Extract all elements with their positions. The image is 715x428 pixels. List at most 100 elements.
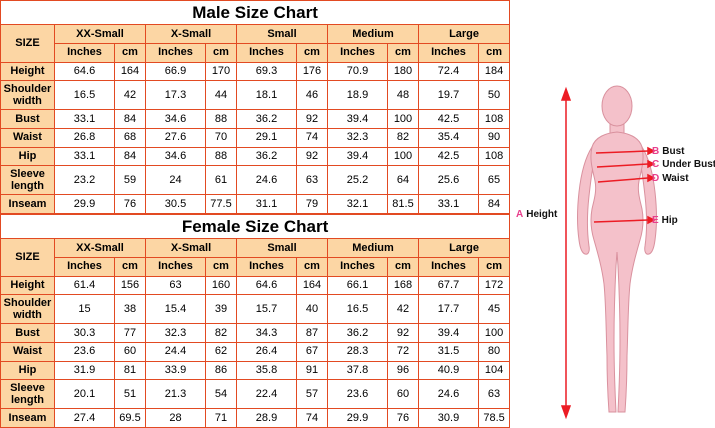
unit-header: Inches (418, 42, 479, 63)
row-label: Shoulder width (0, 80, 55, 111)
height-arrow-bottom-head (560, 405, 572, 420)
row-label: Inseam (0, 194, 55, 214)
measurement-value: 30.5 (145, 194, 206, 214)
measurement-value: 91 (296, 360, 328, 381)
measurement-value: 78.5 (477, 408, 511, 428)
size-header: Medium (327, 24, 419, 44)
measurement-value: 30.3 (54, 323, 115, 343)
measurement-value: 170 (205, 61, 237, 82)
measurement-value: 74 (296, 408, 328, 428)
measurement-value: 42 (114, 80, 146, 111)
measurement-value: 61.4 (54, 275, 115, 296)
measurement-value: 32.3 (145, 323, 206, 343)
size-header: Small (236, 238, 328, 258)
unit-header: cm (387, 42, 419, 63)
measurement-value: 31.1 (236, 194, 297, 214)
measurement-value: 34.3 (236, 323, 297, 343)
measurement-value: 31.5 (418, 341, 479, 362)
measurement-value: 32.3 (327, 127, 388, 148)
measurement-value: 42 (387, 294, 419, 325)
measurement-value: 35.8 (236, 360, 297, 381)
size-header: Large (417, 24, 511, 44)
measurement-value: 28.9 (236, 408, 297, 428)
table-row: Sleeve length 23.2 59 24 61 24.6 63 25.2 64 25.6 6… (0, 165, 511, 196)
measurement-value: 15.7 (236, 294, 297, 325)
annotation-bust-label: Bust (662, 146, 685, 157)
waist-line-head (647, 173, 656, 183)
measurement-value: 184 (477, 61, 511, 82)
measurement-value: 74 (296, 127, 328, 148)
table-row: Shoulder width 16.5 42 17.3 44 18.1 46 18.9 48 19… (0, 80, 511, 111)
measurement-value: 108 (477, 109, 511, 129)
measurement-value: 23.2 (54, 165, 115, 196)
measurement-figure-panel: A Height B Bust C Under Bust D Waist E Hip (512, 0, 715, 428)
measurement-value: 92 (296, 146, 328, 167)
unit-header: Inches (327, 256, 388, 277)
annotation-waist-key: D (652, 173, 660, 184)
measurement-value: 39.4 (418, 323, 479, 343)
row-label: Waist (0, 127, 55, 148)
measurement-value: 100 (387, 109, 419, 129)
row-label: Bust (0, 109, 55, 129)
row-label: Height (0, 61, 55, 82)
size-header: XX-Small (54, 24, 146, 44)
measurement-value: 45 (477, 294, 511, 325)
measurement-value: 69.5 (114, 408, 146, 428)
measurement-value: 81.5 (387, 194, 419, 214)
hip-line (593, 219, 649, 223)
measurement-value: 168 (387, 275, 419, 296)
measurement-value: 88 (205, 146, 237, 167)
measurement-value: 28.3 (327, 341, 388, 362)
annotation-under-bust-label: Under Bust (662, 159, 715, 170)
measurement-value: 61 (205, 165, 237, 196)
annotation-under-bust-key: C (652, 159, 660, 170)
unit-header: Inches (145, 256, 206, 277)
measurement-value: 36.2 (236, 146, 297, 167)
measurement-value: 25.6 (418, 165, 479, 196)
measurement-value: 79 (296, 194, 328, 214)
annotation-under-bust: C Under Bust (652, 159, 715, 170)
measurement-value: 160 (205, 275, 237, 296)
annotation-waist-label: Waist (662, 173, 689, 184)
row-label: Bust (0, 323, 55, 343)
measurement-value: 92 (387, 323, 419, 343)
measurement-value: 34.6 (145, 146, 206, 167)
measurement-value: 33.1 (54, 109, 115, 129)
table-row: Waist 26.8 68 27.6 70 29.1 74 32.3 82 35.4 90 (0, 127, 511, 148)
measurement-value: 76 (387, 408, 419, 428)
annotation-bust: B Bust (652, 146, 684, 157)
chart-title: Male Size Chart (0, 0, 511, 26)
measurement-value: 30.9 (418, 408, 479, 428)
bust-line-head (647, 146, 656, 156)
unit-header: cm (296, 42, 328, 63)
measurement-value: 67 (296, 341, 328, 362)
annotation-height-key: A (516, 209, 524, 220)
torso-and-legs (590, 131, 644, 413)
measurement-value: 60 (114, 341, 146, 362)
measurement-value: 32.1 (327, 194, 388, 214)
table-row: Waist 23.6 60 24.4 62 26.4 67 28.3 72 31.5 80 (0, 341, 511, 362)
unit-header: cm (477, 256, 511, 277)
measurement-value: 17.7 (418, 294, 479, 325)
measurement-value: 104 (477, 360, 511, 381)
annotation-height-label: Height (526, 209, 558, 220)
measurement-value: 15 (54, 294, 115, 325)
measurement-value: 90 (477, 127, 511, 148)
size-header: X-Small (145, 238, 237, 258)
measurement-value: 28 (145, 408, 206, 428)
measurement-value: 23.6 (327, 379, 388, 410)
measurement-value: 25.2 (327, 165, 388, 196)
table-row: Bust 33.1 84 34.6 88 36.2 92 39.4 100 42.5 108 (0, 109, 511, 129)
measurement-value: 22.4 (236, 379, 297, 410)
waist-line (597, 177, 649, 183)
underbust-line-head (647, 159, 656, 169)
table-row: Inseam 29.9 76 30.5 77.5 31.1 79 32.1 81.5 33.1 84 (0, 194, 511, 214)
measurement-value: 37.8 (327, 360, 388, 381)
unit-header: Inches (327, 42, 388, 63)
table-row: Hip 31.9 81 33.9 86 35.8 91 37.8 96 40.9 104 (0, 360, 511, 381)
hip-line-head (647, 215, 656, 225)
measurement-value: 54 (205, 379, 237, 410)
measurement-value: 164 (296, 275, 328, 296)
measurement-value: 20.1 (54, 379, 115, 410)
measurement-value: 16.5 (327, 294, 388, 325)
